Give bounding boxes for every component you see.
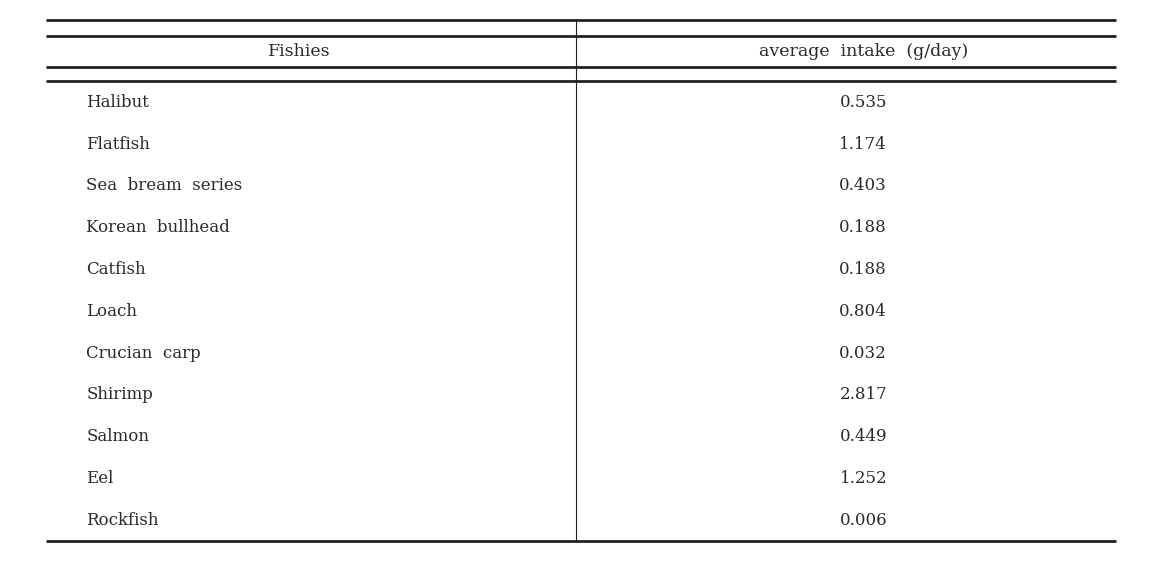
Text: Rockfish: Rockfish [86,512,159,529]
Text: 0.804: 0.804 [839,303,887,320]
Text: 0.006: 0.006 [839,512,887,529]
Text: average  intake  (g/day): average intake (g/day) [759,43,968,61]
Text: 1.174: 1.174 [839,136,887,153]
Text: 2.817: 2.817 [839,387,887,403]
Text: 0.403: 0.403 [839,177,887,195]
Text: Catfish: Catfish [86,261,146,278]
Text: 0.188: 0.188 [839,219,887,236]
Text: Fishies: Fishies [268,43,330,61]
Text: Crucian  carp: Crucian carp [86,344,201,362]
Text: 0.188: 0.188 [839,261,887,278]
Text: Halibut: Halibut [86,94,150,111]
Text: Korean  bullhead: Korean bullhead [86,219,230,236]
Text: 0.535: 0.535 [839,94,887,111]
Text: Eel: Eel [86,470,114,487]
Text: 1.252: 1.252 [839,470,887,487]
Text: 0.032: 0.032 [839,344,887,362]
Text: Sea  bream  series: Sea bream series [86,177,243,195]
Text: Loach: Loach [86,303,137,320]
Text: Salmon: Salmon [86,428,150,445]
Text: 0.449: 0.449 [839,428,887,445]
Text: Shirimp: Shirimp [86,387,153,403]
Text: Flatfish: Flatfish [86,136,150,153]
